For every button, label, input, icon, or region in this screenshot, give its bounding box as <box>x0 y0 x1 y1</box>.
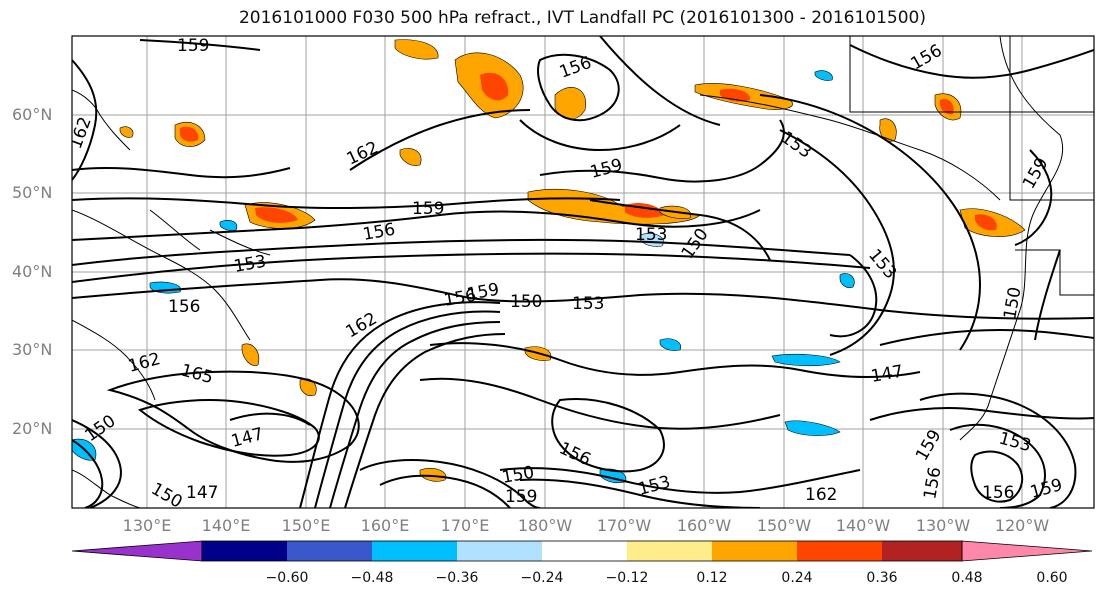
colorbar-tick-label: 0.48 <box>951 570 983 586</box>
lon-label: 170°E <box>440 516 490 535</box>
lon-label: 180°W <box>517 516 573 535</box>
colorbar <box>71 540 1093 562</box>
colorbar-tick-label: 0.12 <box>696 570 728 586</box>
refractivity-contours <box>72 36 1094 508</box>
contour-label: 156 <box>168 297 200 317</box>
lon-label: 150°W <box>756 516 812 535</box>
colorbar-tick-label: −0.48 <box>350 570 394 586</box>
colorbar-segment <box>882 541 968 561</box>
colorbar-segment <box>542 541 628 561</box>
lon-label: 130°E <box>122 516 172 535</box>
graticule <box>72 36 1094 508</box>
colorbar-extend-low <box>72 541 202 561</box>
colorbar-tick-label: −0.60 <box>265 570 309 586</box>
lon-label: 150°E <box>281 516 331 535</box>
contour-label: 159 <box>177 36 209 56</box>
lon-label: 140°E <box>201 516 251 535</box>
contour-label: 153 <box>635 225 667 245</box>
contour-label: 159 <box>412 199 444 219</box>
colorbar-segment <box>372 541 458 561</box>
lon-label: 160°E <box>360 516 410 535</box>
lon-label: 140°W <box>835 516 891 535</box>
coastlines <box>72 36 1094 508</box>
colorbar-segment <box>797 541 883 561</box>
lat-label: 60°N <box>12 105 53 124</box>
lat-label: 30°N <box>12 340 53 359</box>
contour-label: 150 <box>510 292 542 312</box>
colorbar-segment <box>287 541 373 561</box>
lat-label: 50°N <box>12 183 53 202</box>
map-plot: 159 156 162 162 159 156 153 159 153 150 … <box>71 35 1095 509</box>
colorbar-segment <box>202 541 288 561</box>
contour-label: 156 <box>982 483 1014 503</box>
colorbar-segment <box>457 541 543 561</box>
colorbar-tick-label: −0.24 <box>520 570 564 586</box>
lat-label: 40°N <box>12 262 53 281</box>
colorbar-tick-label: −0.36 <box>435 570 479 586</box>
colorbar-tick-label: −0.12 <box>605 570 649 586</box>
contour-label: 153 <box>572 294 604 314</box>
contour-label: 147 <box>186 483 218 503</box>
map-frame <box>71 35 1095 509</box>
colorbar-segment <box>712 541 798 561</box>
map-title: 2016101000 F030 500 hPa refract., IVT La… <box>238 8 926 28</box>
colorbar-extend-high <box>962 541 1092 561</box>
colorbar-segment <box>627 541 713 561</box>
lat-label: 20°N <box>12 419 53 438</box>
lon-label: 170°W <box>596 516 652 535</box>
lon-label: 120°W <box>994 516 1050 535</box>
colorbar-tick-label: 0.36 <box>866 570 898 586</box>
lon-label: 160°W <box>676 516 732 535</box>
contour-label: 162 <box>805 485 837 505</box>
colorbar-tick-label: 0.24 <box>781 570 813 586</box>
colorbar-tick-label: 0.60 <box>1036 570 1068 586</box>
contour-label: 159 <box>505 487 537 507</box>
lon-label: 130°W <box>915 516 971 535</box>
